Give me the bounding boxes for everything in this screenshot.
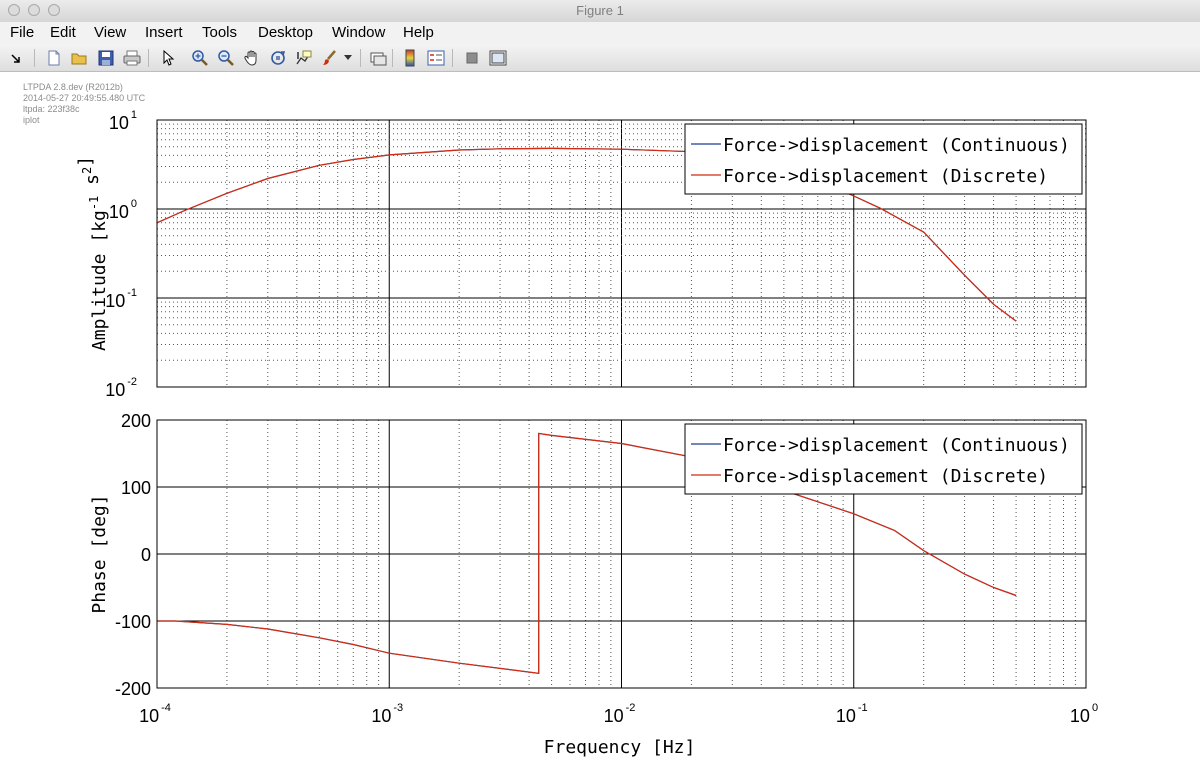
y-tick-label: -100: [115, 612, 151, 632]
dock-arrow-icon[interactable]: [6, 48, 26, 68]
open-file-icon[interactable]: [70, 48, 90, 68]
legend-box: [684, 123, 1083, 195]
brush-icon[interactable]: [320, 48, 340, 68]
x-tick-label: 10 -1: [836, 702, 868, 726]
stamp-version: LTPDA 2.8.dev (R2012b): [23, 82, 123, 92]
y-tick-label: 10 1: [109, 109, 137, 133]
y-axis-label-amplitude: Amplitude [kg-1 s2]: [75, 156, 110, 351]
y-tick-label: 200: [121, 411, 151, 431]
menu-insert[interactable]: Insert: [145, 24, 183, 41]
zoom-window-button[interactable]: [48, 4, 60, 16]
axes-frame: [156, 119, 1087, 388]
save-icon[interactable]: [96, 48, 116, 68]
menu-bar: File Edit View Insert Tools Desktop Wind…: [0, 22, 1200, 44]
menu-window[interactable]: Window: [332, 24, 386, 41]
x-tick-label: 10 -3: [371, 702, 403, 726]
series-discrete-line: [157, 432, 1017, 674]
menu-help[interactable]: Help: [403, 24, 434, 41]
new-figure-icon[interactable]: [44, 48, 64, 68]
menu-view[interactable]: View: [94, 24, 127, 41]
legend-entry: Force->displacement (Continuous): [723, 135, 1070, 156]
y-tick-label: 100: [121, 478, 151, 498]
x-tick-label: 10 -4: [139, 702, 171, 726]
legend-entry: Force->displacement (Discrete): [723, 466, 1048, 487]
stamp-timestamp: 2014-05-27 20:49:55.480 UTC: [23, 93, 146, 103]
y-tick-label: 10 -1: [105, 287, 137, 311]
menu-file[interactable]: File: [10, 24, 35, 41]
series-discrete-line: [156, 147, 1017, 322]
menu-desktop[interactable]: Desktop: [258, 24, 314, 41]
legend[interactable]: Force->displacement (Continuous) Force->d…: [684, 123, 1083, 195]
x-tick-label: 10 0: [1070, 702, 1098, 726]
legend-entry: Force->displacement (Continuous): [723, 435, 1070, 456]
menu-edit[interactable]: Edit: [50, 24, 76, 41]
stamp-command: iplot: [23, 115, 40, 125]
legend-entry: Force->displacement (Discrete): [723, 166, 1048, 187]
legend[interactable]: Force->displacement (Continuous) Force->d…: [684, 423, 1083, 495]
colorbar-icon[interactable]: [400, 48, 420, 68]
print-icon[interactable]: [122, 48, 142, 68]
pointer-icon[interactable]: [158, 48, 178, 68]
window-title: Figure 1: [576, 3, 624, 18]
zoom-in-icon[interactable]: [190, 48, 210, 68]
figure-toolbar: [0, 44, 1200, 72]
axes-frame: [156, 419, 1087, 689]
hide-plot-tools-icon[interactable]: [462, 48, 482, 68]
x-tick-label: 10 -2: [604, 702, 636, 726]
show-plot-tools-icon[interactable]: [488, 48, 508, 68]
zoom-out-icon[interactable]: [216, 48, 236, 68]
minimize-window-button[interactable]: [28, 4, 40, 16]
rotate-3d-icon[interactable]: [268, 48, 288, 68]
stamp-hash: ltpda: 223f38c: [23, 104, 80, 114]
y-tick-label: 0: [141, 545, 151, 565]
link-plot-icon[interactable]: [368, 48, 388, 68]
phase-axes[interactable]: -200 -100 0 100 200 10 -4 10 -3 10 -2 10 -1 10 0 Phase …: [89, 411, 1098, 758]
menu-tools[interactable]: Tools: [202, 24, 238, 41]
y-axis-label-phase: Phase [deg]: [89, 494, 110, 613]
pan-icon[interactable]: [242, 48, 262, 68]
window-titlebar: Figure 1: [0, 0, 1200, 23]
legend-icon[interactable]: [426, 48, 446, 68]
y-tick-label: -200: [115, 679, 151, 699]
brush-dropdown-icon[interactable]: [342, 48, 354, 68]
close-window-button[interactable]: [8, 4, 20, 16]
legend-box: [684, 423, 1083, 495]
y-tick-label: 10 -2: [105, 376, 137, 400]
data-cursor-icon[interactable]: [294, 48, 314, 68]
x-axis-label: Frequency [Hz]: [544, 737, 696, 758]
